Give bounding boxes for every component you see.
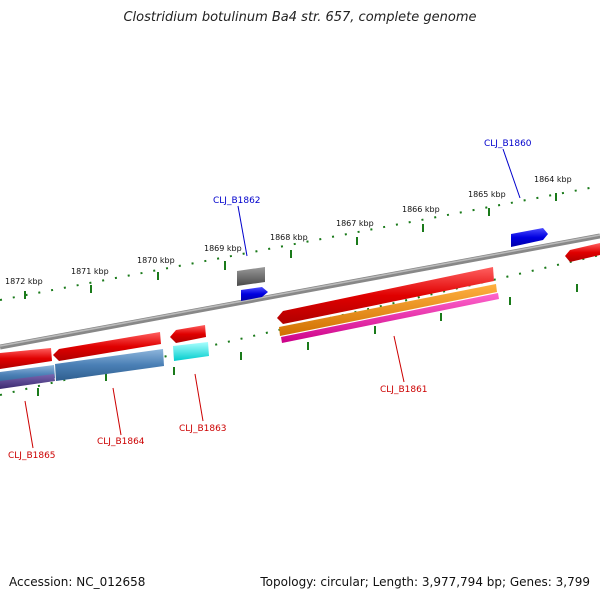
gene-label-clj-b1862[interactable]: CLJ_B1862 [213, 196, 261, 206]
gene-label-clj-b1865[interactable]: CLJ_B1865 [8, 451, 56, 461]
gene-clj-b1865-red[interactable] [0, 348, 52, 369]
gene-grey-small[interactable] [237, 267, 265, 286]
kbp-label: 1870 kbp [137, 256, 175, 265]
genome-summary-text: Topology: circular; Length: 3,977,794 bp… [260, 575, 590, 589]
kbp-label: 1869 kbp [204, 244, 242, 253]
gene-label-clj-b1860[interactable]: CLJ_B1860 [484, 139, 532, 149]
kbp-label: 1866 kbp [402, 205, 440, 214]
kbp-label: 1871 kbp [71, 267, 109, 276]
kbp-label: 1865 kbp [468, 190, 506, 199]
gene-clj-b1861[interactable] [277, 267, 494, 324]
kbp-label: 1868 kbp [270, 233, 308, 242]
leader-lines [24, 148, 521, 449]
gene-clj-b1864[interactable] [55, 349, 164, 381]
gene-clj-b1864-red[interactable] [53, 332, 161, 361]
gene-clj-b1860[interactable] [511, 228, 548, 247]
inner-ruler-major-ticks [37, 284, 578, 396]
gene-clj-b1861-pink[interactable] [281, 293, 499, 343]
kbp-label: 1867 kbp [336, 219, 374, 228]
gene-clj-b1862[interactable] [241, 287, 268, 301]
gene-clj-b1865[interactable] [0, 374, 55, 389]
outer-ruler [0, 185, 600, 301]
gene-label-clj-b1863[interactable]: CLJ_B1863 [179, 424, 227, 434]
kbp-label: 1872 kbp [5, 277, 43, 286]
genome-title: Clostridium botulinum Ba4 str. 657, comp… [123, 10, 477, 25]
genome-backbone [0, 233, 600, 350]
accession-text: Accession: NC_012658 [9, 575, 146, 589]
gene-clj-b1863[interactable] [173, 342, 209, 361]
gene-label-clj-b1861[interactable]: CLJ_B1861 [380, 385, 428, 395]
genome-backbone-highlight [0, 234, 600, 347]
outer-ruler-major-ticks [24, 193, 557, 299]
kbp-label: 1864 kbp [534, 175, 572, 184]
gene-red-small[interactable] [170, 325, 206, 343]
ruler-labels: 1872 kbp 1871 kbp 1870 kbp 1869 kbp 1868… [5, 175, 572, 286]
gene-clj-b1861-orange[interactable] [279, 284, 497, 336]
gene-label-clj-b1864[interactable]: CLJ_B1864 [97, 437, 145, 447]
gene-red-right-edge[interactable] [565, 243, 600, 262]
